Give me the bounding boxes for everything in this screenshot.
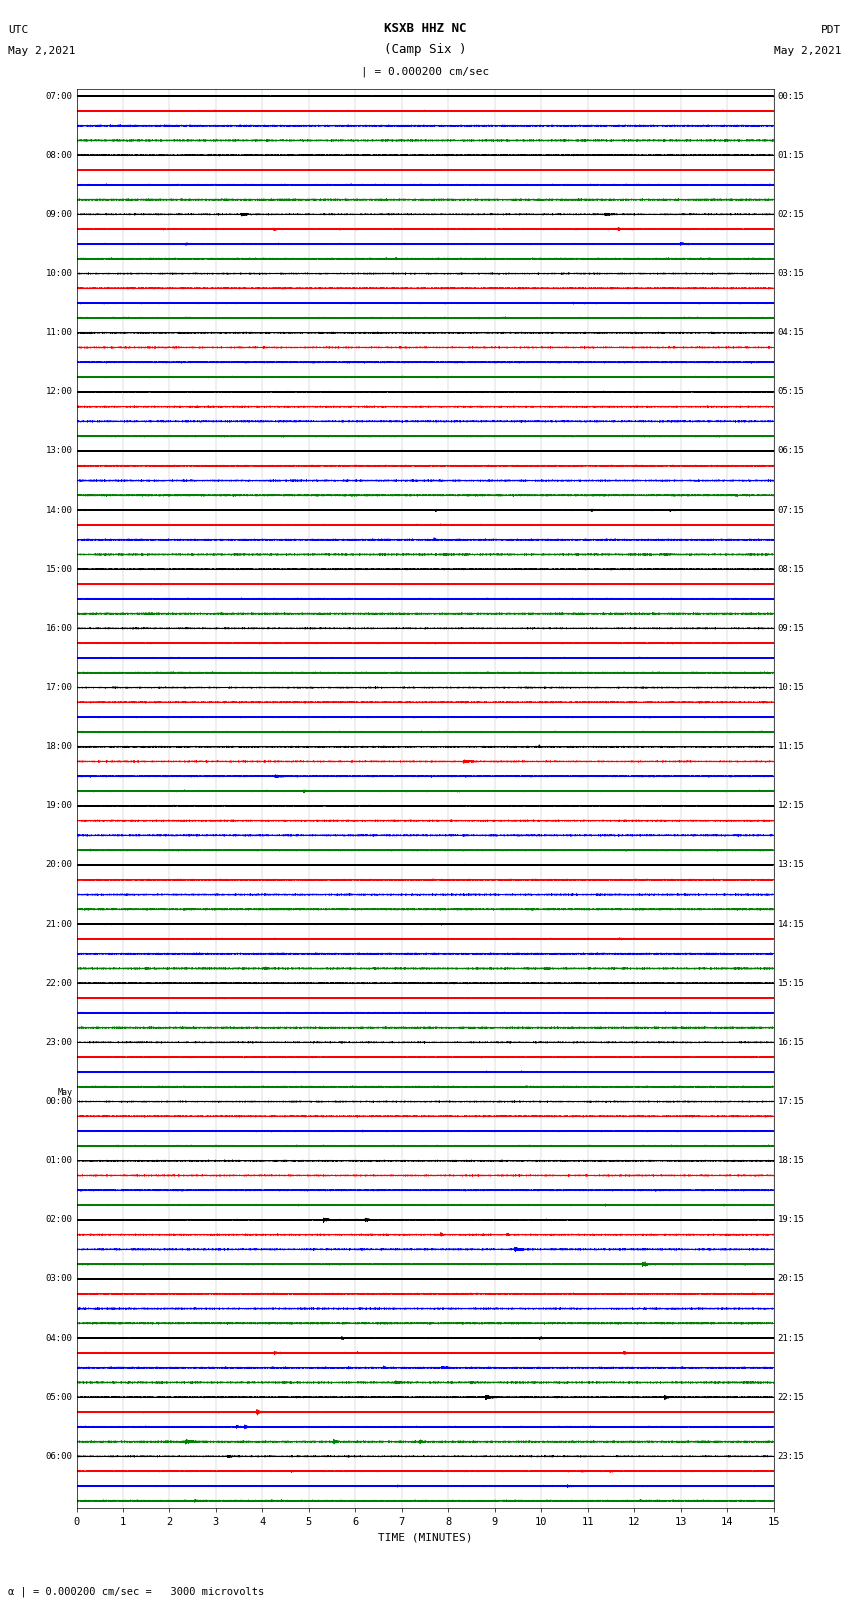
- Text: | = 0.000200 cm/sec: | = 0.000200 cm/sec: [361, 66, 489, 77]
- Text: 02:00: 02:00: [45, 1215, 72, 1224]
- Text: UTC: UTC: [8, 26, 29, 35]
- Text: 08:15: 08:15: [778, 565, 805, 574]
- Text: 06:15: 06:15: [778, 447, 805, 455]
- Text: 23:15: 23:15: [778, 1452, 805, 1461]
- Text: 04:00: 04:00: [45, 1334, 72, 1342]
- Text: 05:00: 05:00: [45, 1392, 72, 1402]
- Text: 01:15: 01:15: [778, 150, 805, 160]
- Text: KSXB HHZ NC: KSXB HHZ NC: [383, 23, 467, 35]
- Text: May 2,2021: May 2,2021: [774, 47, 842, 56]
- Text: α | = 0.000200 cm/sec =   3000 microvolts: α | = 0.000200 cm/sec = 3000 microvolts: [8, 1586, 264, 1597]
- Text: 14:15: 14:15: [778, 919, 805, 929]
- Text: PDT: PDT: [821, 26, 842, 35]
- Text: 18:15: 18:15: [778, 1157, 805, 1165]
- Text: (Camp Six ): (Camp Six ): [383, 44, 467, 56]
- Text: 12:00: 12:00: [45, 387, 72, 397]
- Text: 00:15: 00:15: [778, 92, 805, 100]
- Text: 18:00: 18:00: [45, 742, 72, 752]
- Text: 17:15: 17:15: [778, 1097, 805, 1107]
- Text: 21:15: 21:15: [778, 1334, 805, 1342]
- Text: 16:15: 16:15: [778, 1037, 805, 1047]
- Text: 22:15: 22:15: [778, 1392, 805, 1402]
- Text: 13:15: 13:15: [778, 860, 805, 869]
- Text: 15:15: 15:15: [778, 979, 805, 987]
- Text: 23:00: 23:00: [45, 1037, 72, 1047]
- Text: 07:15: 07:15: [778, 505, 805, 515]
- Text: 19:15: 19:15: [778, 1215, 805, 1224]
- Text: 10:15: 10:15: [778, 682, 805, 692]
- Text: May: May: [57, 1087, 72, 1097]
- Text: 20:00: 20:00: [45, 860, 72, 869]
- Text: 09:00: 09:00: [45, 210, 72, 219]
- Text: 10:00: 10:00: [45, 269, 72, 277]
- Text: 11:15: 11:15: [778, 742, 805, 752]
- Text: 11:00: 11:00: [45, 327, 72, 337]
- Text: May 2,2021: May 2,2021: [8, 47, 76, 56]
- Text: 14:00: 14:00: [45, 505, 72, 515]
- Text: 21:00: 21:00: [45, 919, 72, 929]
- Text: 06:00: 06:00: [45, 1452, 72, 1461]
- Text: 02:15: 02:15: [778, 210, 805, 219]
- Text: 17:00: 17:00: [45, 682, 72, 692]
- Text: 08:00: 08:00: [45, 150, 72, 160]
- Text: 16:00: 16:00: [45, 624, 72, 632]
- Text: 03:15: 03:15: [778, 269, 805, 277]
- Text: 01:00: 01:00: [45, 1157, 72, 1165]
- Text: 00:00: 00:00: [45, 1097, 72, 1107]
- Text: 12:15: 12:15: [778, 802, 805, 810]
- Text: 04:15: 04:15: [778, 327, 805, 337]
- Text: 13:00: 13:00: [45, 447, 72, 455]
- Text: 07:00: 07:00: [45, 92, 72, 100]
- Text: 22:00: 22:00: [45, 979, 72, 987]
- Text: 03:00: 03:00: [45, 1274, 72, 1284]
- Text: 15:00: 15:00: [45, 565, 72, 574]
- Text: 05:15: 05:15: [778, 387, 805, 397]
- Text: 19:00: 19:00: [45, 802, 72, 810]
- Text: 09:15: 09:15: [778, 624, 805, 632]
- Text: 20:15: 20:15: [778, 1274, 805, 1284]
- X-axis label: TIME (MINUTES): TIME (MINUTES): [377, 1532, 473, 1542]
